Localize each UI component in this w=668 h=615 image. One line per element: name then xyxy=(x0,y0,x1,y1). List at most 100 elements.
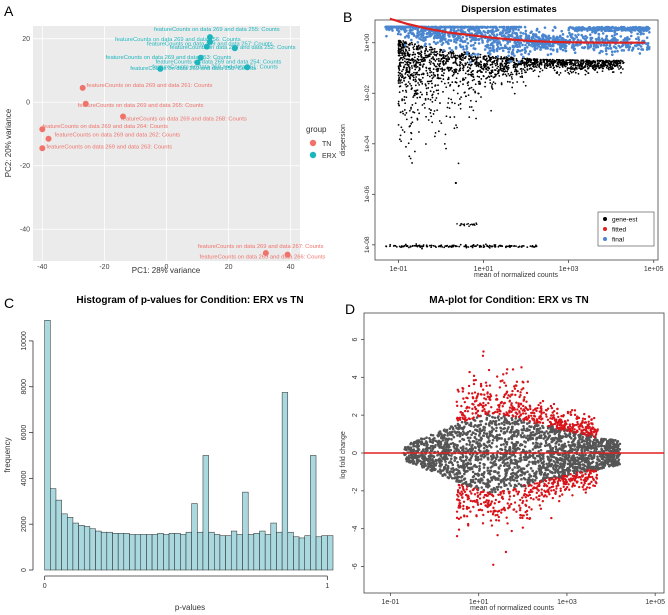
final-point xyxy=(480,26,484,29)
ma-point-nonsignificant xyxy=(521,448,525,452)
gene-est-point xyxy=(508,74,511,77)
panel-b-dispersion: Dispersion estimates 1e-01 1e+01 1e+03 1e+0… xyxy=(340,4,664,279)
final-point xyxy=(576,38,580,42)
gene-est-point xyxy=(403,96,406,98)
final-point xyxy=(547,34,551,38)
final-point xyxy=(634,37,638,41)
gene-est-point xyxy=(501,64,504,67)
gene-est-point xyxy=(462,78,464,81)
gene-est-point xyxy=(447,97,450,100)
final-cap-point xyxy=(449,25,453,29)
ma-point-nonsignificant xyxy=(501,461,505,464)
gene-est-point xyxy=(429,80,432,83)
gene-est-point xyxy=(399,74,402,77)
ma-point-nonsignificant xyxy=(474,477,478,481)
gene-est-point xyxy=(413,45,416,48)
gene-est-floor-point xyxy=(526,246,529,248)
gene-est-point xyxy=(566,67,569,70)
final-point xyxy=(485,44,489,47)
final-point xyxy=(471,25,475,29)
gene-est-point xyxy=(408,49,411,52)
pca-legend-title: group xyxy=(306,125,327,134)
gene-est-point xyxy=(404,89,407,92)
histogram-bar xyxy=(287,531,294,571)
gene-est-floor-point xyxy=(389,245,391,248)
gene-est-point xyxy=(457,162,460,165)
gene-est-point xyxy=(499,67,502,69)
histogram-bar xyxy=(208,531,215,571)
gene-est-point xyxy=(429,63,432,65)
ma-point-nonsignificant xyxy=(449,457,453,460)
gene-est-point xyxy=(405,85,408,88)
gene-est-point xyxy=(423,60,426,62)
ma-point-nonsignificant xyxy=(505,443,509,446)
histogram-bar xyxy=(168,533,175,571)
gene-est-point xyxy=(425,69,428,72)
gene-est-point xyxy=(438,77,441,80)
gene-est-point xyxy=(459,69,462,72)
ma-point-nonsignificant xyxy=(463,472,466,476)
gene-est-point xyxy=(492,61,495,63)
gene-est-floor-point xyxy=(471,246,474,249)
gene-est-point xyxy=(420,50,423,53)
gene-est-point xyxy=(483,58,486,61)
gene-est-point xyxy=(405,118,408,121)
gene-est-floor-point xyxy=(460,222,462,225)
ma-point-nonsignificant xyxy=(510,459,513,462)
gene-est-point xyxy=(618,60,621,63)
gene-est-point xyxy=(439,51,441,53)
final-point xyxy=(477,38,480,42)
pca-point-label: featureCounts on data 269 and data 267: … xyxy=(198,244,324,250)
final-point xyxy=(582,27,586,30)
gene-est-point xyxy=(512,64,515,67)
gene-est-point xyxy=(473,78,476,81)
gene-est-point xyxy=(447,51,450,54)
ma-point-nonsignificant xyxy=(473,446,477,449)
gene-est-point xyxy=(398,65,401,67)
final-point xyxy=(491,41,494,44)
gene-est-point xyxy=(418,131,420,133)
histogram-bar xyxy=(140,534,147,571)
gene-est-point xyxy=(560,62,563,65)
final-point xyxy=(448,35,451,38)
gene-est-point xyxy=(459,107,462,110)
gene-est-point xyxy=(511,86,514,89)
final-point xyxy=(519,35,522,39)
gene-est-floor-point xyxy=(428,244,431,247)
histogram-bar xyxy=(264,534,272,571)
gene-est-floor-point xyxy=(426,245,429,248)
gene-est-point xyxy=(428,80,431,83)
final-point xyxy=(521,32,525,35)
gene-est-point xyxy=(435,54,438,57)
gene-est-point xyxy=(574,68,576,71)
gene-est-point xyxy=(402,46,405,48)
gene-est-point xyxy=(529,63,532,66)
gene-est-point xyxy=(557,65,559,68)
ma-point-nonsignificant xyxy=(425,436,428,440)
gene-est-point xyxy=(576,61,579,63)
gene-est-point xyxy=(502,68,505,71)
ma-point-nonsignificant xyxy=(478,461,482,465)
gene-est-floor-point xyxy=(415,243,418,245)
final-point xyxy=(424,29,427,32)
pca-y-tick-label: 20 xyxy=(22,36,30,43)
gene-est-floor-point xyxy=(515,245,517,248)
final-point xyxy=(586,47,590,50)
gene-est-point xyxy=(463,53,466,56)
gene-est-point xyxy=(549,66,552,69)
gene-est-point xyxy=(557,63,560,66)
ma-point-nonsignificant xyxy=(461,455,465,459)
ma-point-nonsignificant xyxy=(478,464,481,468)
gene-est-point xyxy=(559,71,562,74)
pca-gridlines xyxy=(33,26,300,261)
gene-est-point xyxy=(468,55,471,58)
gene-est-floor-point xyxy=(411,245,414,248)
gene-est-point xyxy=(586,61,589,63)
gene-est-point xyxy=(439,102,441,104)
gene-est-point xyxy=(447,68,449,70)
gene-est-floor-point xyxy=(422,244,425,246)
gene-est-point xyxy=(573,61,576,63)
gene-est-point xyxy=(505,63,508,66)
gene-est-point xyxy=(505,60,508,63)
gene-est-point xyxy=(424,52,426,55)
